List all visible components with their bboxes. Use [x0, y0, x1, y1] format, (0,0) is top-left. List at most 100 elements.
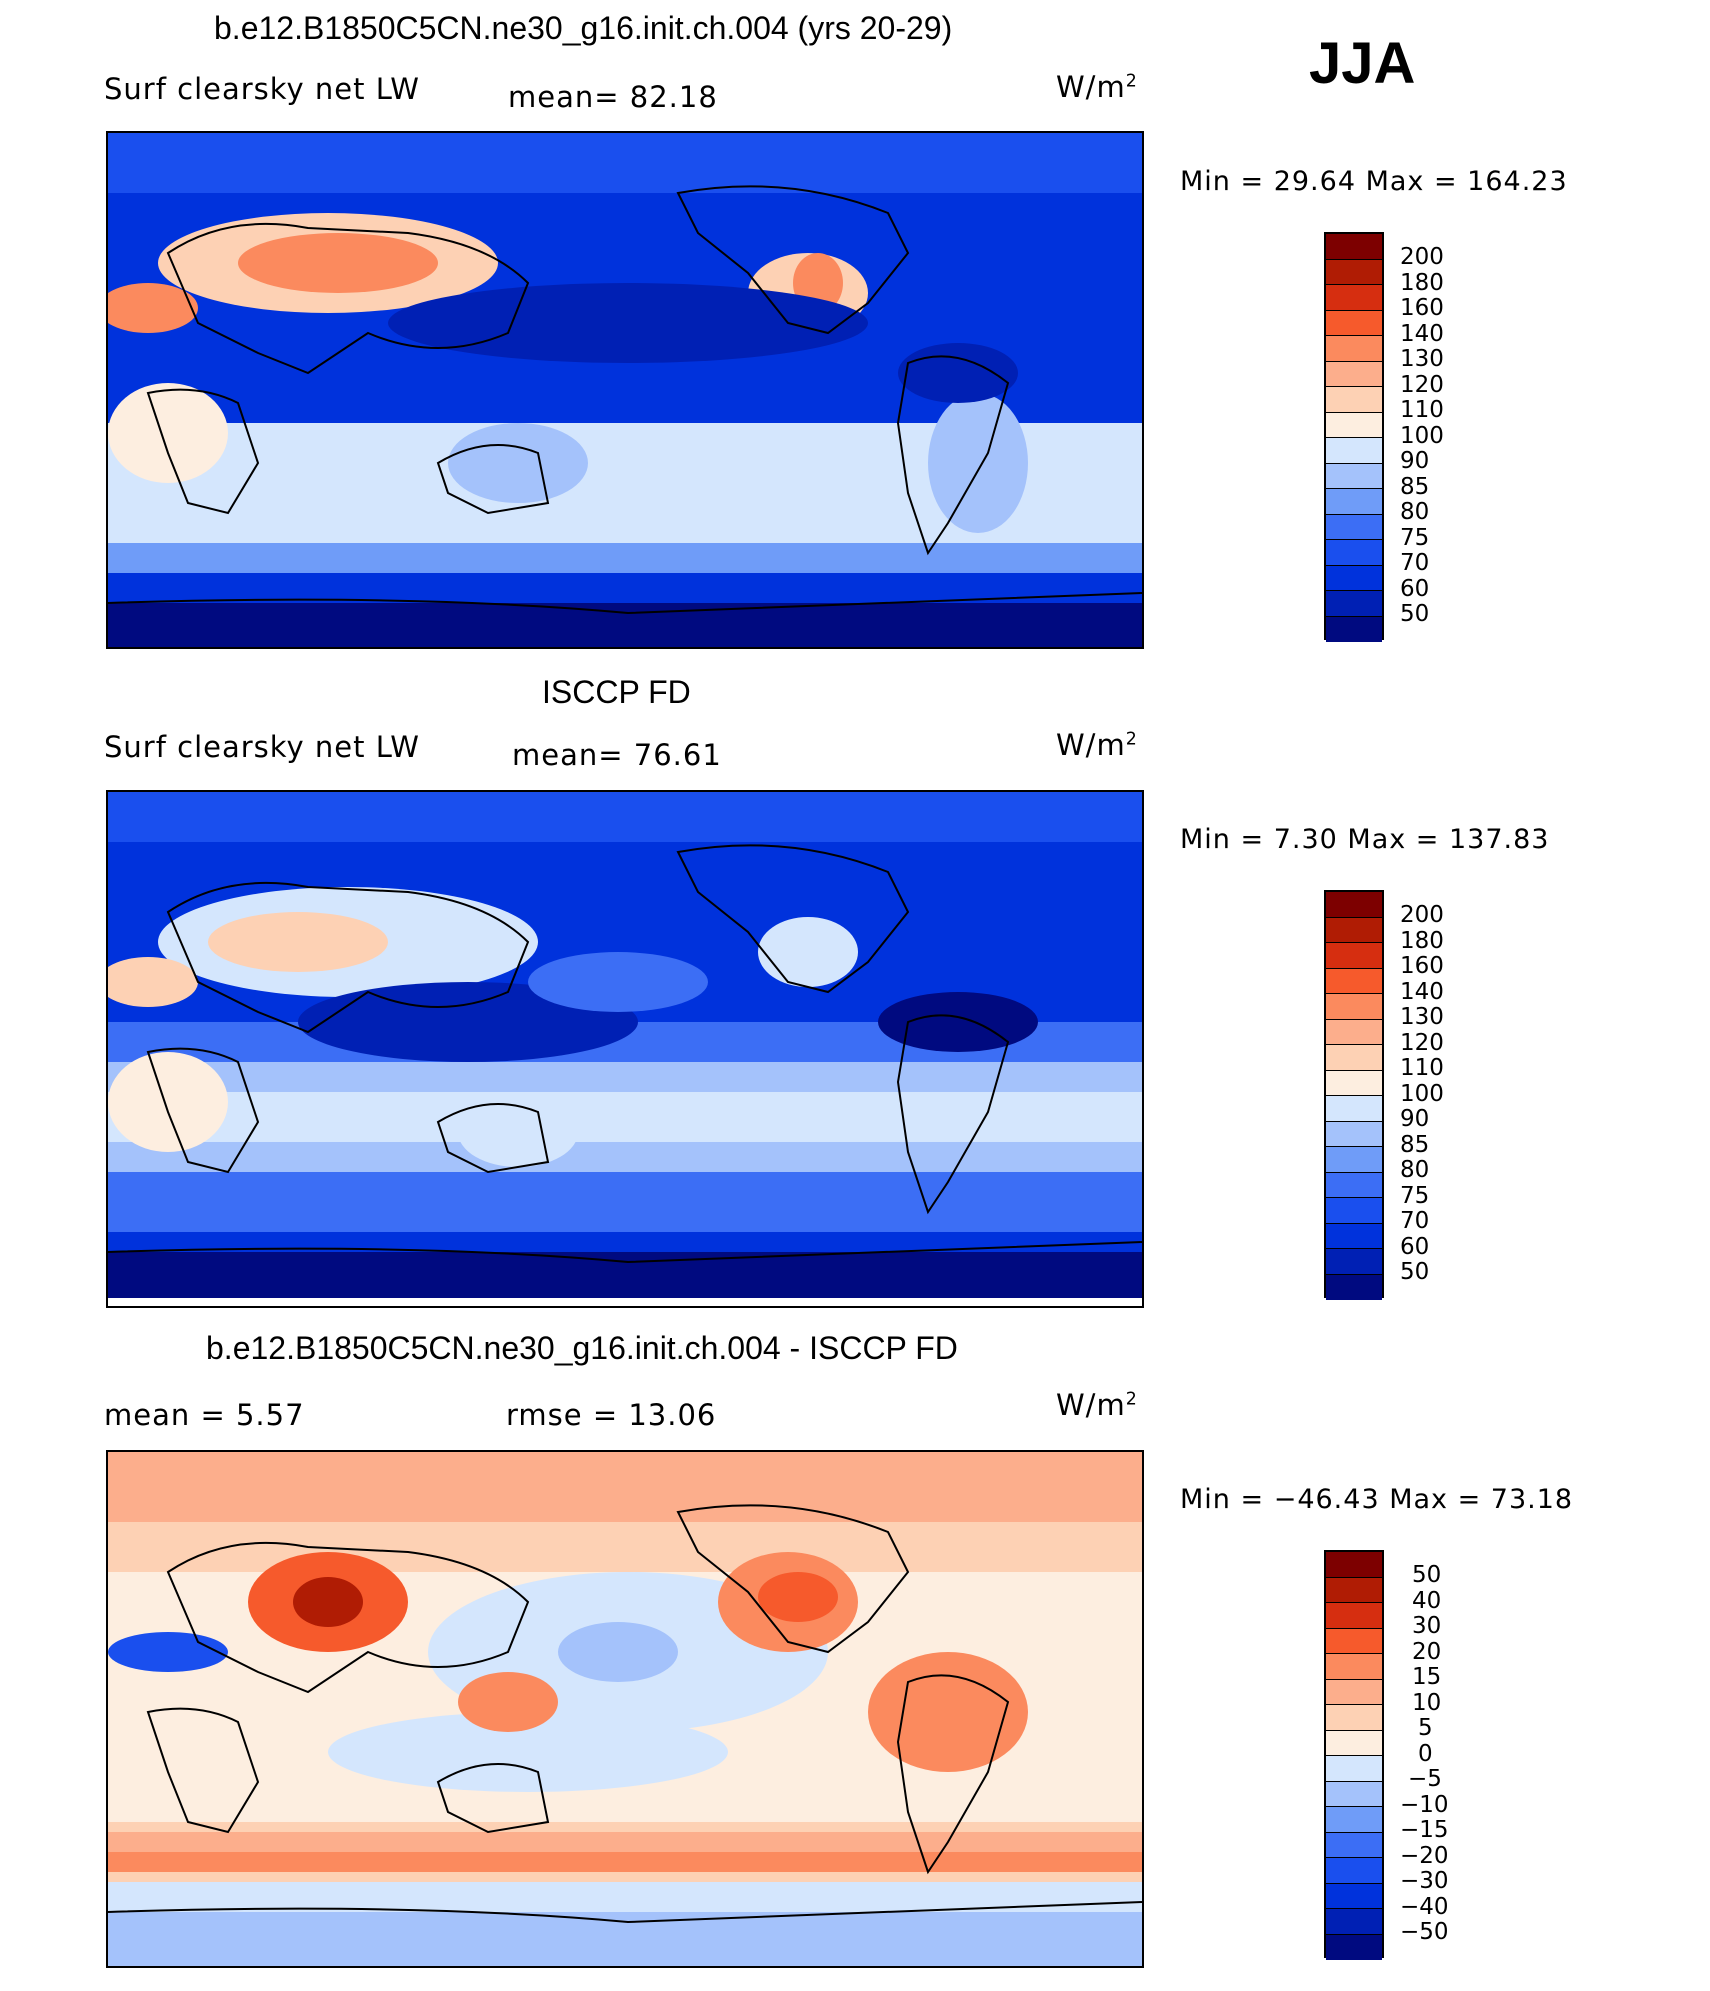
colorbar-tick: 200 — [1400, 244, 1444, 270]
colorbar-tick: 85 — [1400, 1131, 1430, 1158]
colorbar-swatch — [1326, 1807, 1382, 1833]
colorbar-tick: 50 — [1400, 1259, 1430, 1285]
colorbar-tick: 40 — [1412, 1587, 1442, 1614]
colorbar-swatch — [1326, 285, 1382, 311]
colorbar-tick: −10 — [1400, 1791, 1449, 1818]
colorbar-swatch — [1326, 489, 1382, 515]
colorbar-tick: 130 — [1400, 1004, 1444, 1030]
colorbar-swatch — [1326, 361, 1382, 387]
panel3-rmse-label: rmse = 13.06 — [506, 1398, 717, 1432]
colorbar-tick: 15 — [1412, 1664, 1442, 1690]
colorbar-swatch — [1326, 1019, 1382, 1045]
panel3-title: b.e12.B1850C5CN.ne30_g16.init.ch.004 - I… — [206, 1330, 958, 1366]
colorbar-tick: 180 — [1400, 927, 1444, 954]
colorbar-swatch — [1326, 1628, 1382, 1654]
colorbar-tick: 90 — [1400, 448, 1430, 474]
panel1-map — [106, 131, 1144, 649]
panel3-unit-label: W/m2 — [1056, 1388, 1138, 1422]
colorbar-tick: 0 — [1418, 1740, 1433, 1767]
colorbar-tick: 70 — [1400, 550, 1430, 576]
colorbar-tick: 20 — [1412, 1638, 1442, 1665]
colorbar-swatch — [1326, 336, 1382, 362]
colorbar-tick: 120 — [1400, 1029, 1444, 1056]
colorbar-swatch — [1326, 1552, 1382, 1578]
colorbar-swatch — [1326, 1654, 1382, 1680]
colorbar-tick: −20 — [1400, 1842, 1449, 1869]
colorbar-tick: 60 — [1400, 1233, 1430, 1260]
colorbar-swatch — [1326, 1781, 1382, 1807]
colorbar-tick: 120 — [1400, 371, 1444, 398]
panel2-variable-label: Surf clearsky net LW — [104, 730, 420, 764]
colorbar-swatch — [1326, 1858, 1382, 1884]
colorbar-swatch — [1326, 234, 1382, 260]
colorbar-swatch — [1326, 1045, 1382, 1071]
colorbar-swatch — [1326, 1198, 1382, 1224]
colorbar-swatch — [1326, 1577, 1382, 1603]
panel1-variable-label: Surf clearsky net LW — [104, 72, 420, 106]
colorbar-swatch — [1326, 994, 1382, 1020]
colorbar-swatch — [1326, 616, 1382, 642]
colorbar-swatch — [1326, 1096, 1382, 1122]
panel1-title: b.e12.B1850C5CN.ne30_g16.init.ch.004 (yr… — [214, 10, 953, 46]
colorbar-swatch — [1326, 1274, 1382, 1300]
panel1-colorbar — [1324, 232, 1384, 642]
colorbar-tick: −50 — [1400, 1919, 1449, 1945]
colorbar-tick: −15 — [1400, 1817, 1449, 1843]
colorbar-tick: 100 — [1400, 422, 1444, 449]
colorbar-swatch — [1326, 387, 1382, 413]
panel3-colorbar — [1324, 1550, 1384, 1960]
panel3-map — [106, 1450, 1144, 1968]
colorbar-tick: 50 — [1400, 601, 1430, 627]
colorbar-swatch — [1326, 1756, 1382, 1782]
panel2-min-max: Min = 7.30 Max = 137.83 — [1180, 824, 1550, 855]
panel3-mean-label: mean = 5.57 — [104, 1398, 305, 1432]
colorbar-swatch — [1326, 1070, 1382, 1096]
panel2-unit-label: W/m2 — [1056, 728, 1138, 762]
colorbar-swatch — [1326, 463, 1382, 489]
colorbar-swatch — [1326, 968, 1382, 994]
colorbar-swatch — [1326, 412, 1382, 438]
colorbar-tick: 5 — [1418, 1715, 1433, 1741]
colorbar-tick: 100 — [1400, 1080, 1444, 1107]
panel1-unit-label: W/m2 — [1056, 70, 1138, 104]
colorbar-swatch — [1326, 1705, 1382, 1731]
colorbar-swatch — [1326, 1934, 1382, 1960]
colorbar-swatch — [1326, 591, 1382, 617]
colorbar-tick: 180 — [1400, 269, 1444, 296]
colorbar-swatch — [1326, 892, 1382, 918]
colorbar-swatch — [1326, 1679, 1382, 1705]
colorbar-tick: 85 — [1400, 473, 1430, 500]
colorbar-swatch — [1326, 943, 1382, 969]
colorbar-tick: 80 — [1400, 1157, 1430, 1183]
colorbar-swatch — [1326, 1603, 1382, 1629]
colorbar-tick: 110 — [1400, 397, 1444, 423]
colorbar-tick: 60 — [1400, 575, 1430, 602]
colorbar-tick: 30 — [1412, 1613, 1442, 1639]
colorbar-tick: 160 — [1400, 953, 1444, 979]
colorbar-swatch — [1326, 310, 1382, 336]
colorbar-tick: 140 — [1400, 320, 1444, 347]
colorbar-tick: 110 — [1400, 1055, 1444, 1081]
colorbar-swatch — [1326, 1147, 1382, 1173]
colorbar-swatch — [1326, 1832, 1382, 1858]
colorbar-tick: 80 — [1400, 499, 1430, 525]
colorbar-swatch — [1326, 540, 1382, 566]
colorbar-swatch — [1326, 1172, 1382, 1198]
colorbar-swatch — [1326, 1223, 1382, 1249]
colorbar-tick: 50 — [1412, 1562, 1442, 1588]
colorbar-tick: 130 — [1400, 346, 1444, 372]
colorbar-tick: 70 — [1400, 1208, 1430, 1234]
panel2-mean-label: mean= 76.61 — [512, 738, 722, 772]
colorbar-tick: 75 — [1400, 1182, 1430, 1209]
panel1-mean-label: mean= 82.18 — [508, 80, 718, 114]
colorbar-tick: 90 — [1400, 1106, 1430, 1132]
colorbar-tick: −30 — [1400, 1868, 1449, 1894]
colorbar-tick: 200 — [1400, 902, 1444, 928]
colorbar-tick: 10 — [1412, 1689, 1442, 1716]
panel2-map — [106, 790, 1144, 1308]
panel3-min-max: Min = −46.43 Max = 73.18 — [1180, 1484, 1574, 1515]
colorbar-swatch — [1326, 1909, 1382, 1935]
colorbar-tick: −5 — [1408, 1766, 1442, 1792]
season-label: JJA — [1309, 31, 1416, 96]
colorbar-tick: 75 — [1400, 524, 1430, 551]
